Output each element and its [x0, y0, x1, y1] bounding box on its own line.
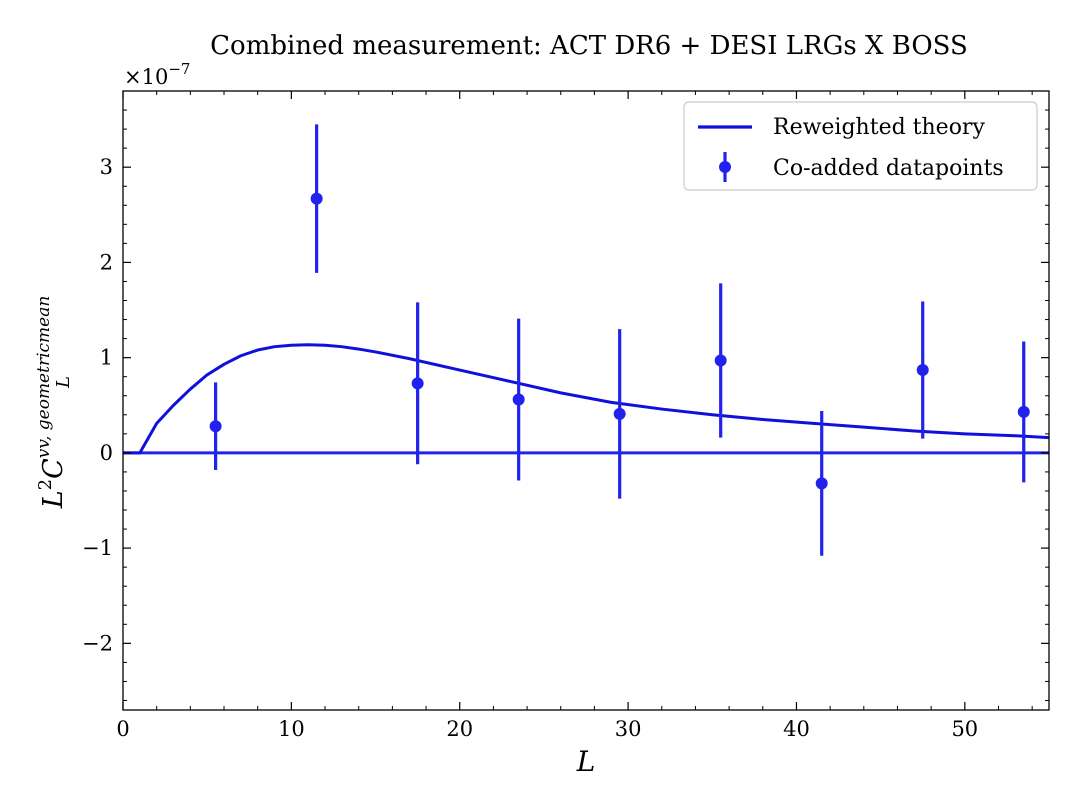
- plot-frame: [122, 90, 1050, 711]
- legend-label-theory: Reweighted theory: [773, 115, 985, 140]
- datapoint-2: [310, 192, 323, 205]
- y-axis-label: L2Cvv, geometricmean: [34, 296, 69, 510]
- legend-marker-swatch: [719, 161, 731, 173]
- x-tick-label: 40: [783, 717, 810, 741]
- legend: Reweighted theory Co-added datapoints: [683, 101, 1038, 191]
- y-tick-label: −2: [82, 631, 113, 655]
- legend-label-datapoints: Co-added datapoints: [773, 156, 1004, 181]
- y-tick-label: 3: [100, 155, 113, 179]
- datapoint-3: [411, 377, 424, 390]
- chart-title: Combined measurement: ACT DR6 + DESI LRG…: [210, 31, 968, 61]
- y-tick-label: 0: [100, 441, 113, 465]
- datapoint-1: [209, 420, 222, 433]
- x-axis-label: L: [576, 745, 596, 778]
- datapoint-6: [714, 354, 727, 367]
- datapoint-5: [613, 407, 626, 420]
- y-tick-label: −1: [82, 536, 113, 560]
- theory-curve: [123, 343, 1050, 455]
- x-tick-label: 20: [446, 717, 473, 741]
- datapoint-4: [512, 393, 525, 406]
- x-tick-label: 50: [951, 717, 978, 741]
- legend-frame: [683, 101, 1038, 191]
- y-scale-label: ×10−7: [124, 60, 190, 89]
- datapoint-7: [815, 477, 828, 490]
- y-tick-label: 2: [100, 250, 113, 274]
- y-axis-label-subscript: L: [53, 376, 74, 389]
- x-tick-label: 0: [116, 717, 129, 741]
- y-tick-label: 1: [100, 346, 113, 370]
- x-tick-label: 10: [278, 717, 305, 741]
- datapoint-9: [1017, 405, 1030, 418]
- datapoint-8: [916, 364, 929, 377]
- x-tick-label: 30: [615, 717, 642, 741]
